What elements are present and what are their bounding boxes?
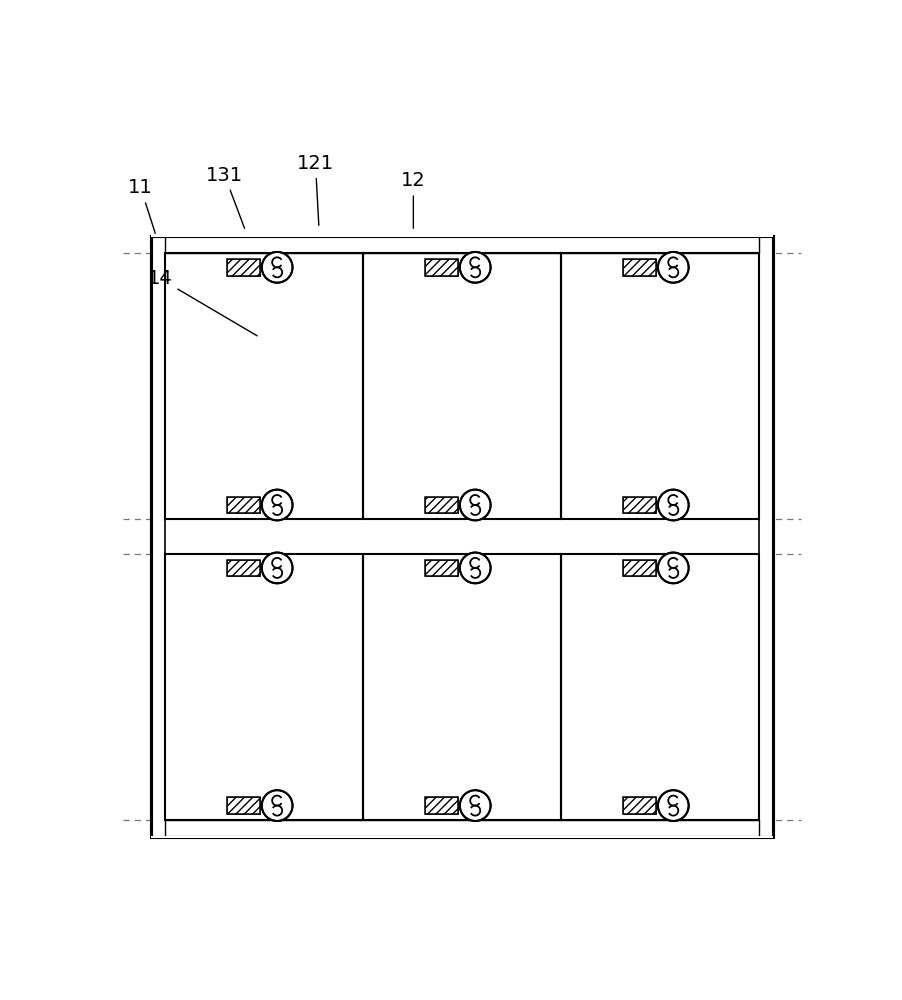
Circle shape [460,790,491,821]
Circle shape [262,252,292,283]
Text: 121: 121 [297,154,334,225]
Bar [425,497,458,513]
Bar [165,519,759,554]
Bar [226,259,261,276]
Bar [548,253,561,519]
Bar [425,560,458,576]
Bar [425,560,458,576]
Circle shape [262,790,292,821]
Circle shape [262,252,292,283]
Bar [165,820,759,837]
Bar [152,836,773,838]
Circle shape [658,553,688,583]
Bar [226,560,261,576]
Circle shape [262,553,292,583]
Bar [622,497,657,513]
Bar [561,253,759,519]
Bar [165,820,759,837]
Bar [226,797,261,814]
Bar [364,554,561,820]
Bar [165,236,759,253]
Bar [561,253,759,519]
Bar [152,234,773,237]
Bar [561,554,759,820]
Bar [622,560,657,576]
Bar [364,253,561,519]
Bar [165,554,364,820]
Bar [759,236,773,837]
Circle shape [262,553,292,583]
Bar [425,797,458,814]
Bar [622,259,657,276]
Bar [376,281,548,491]
Bar [747,253,759,519]
Circle shape [262,490,292,520]
Circle shape [658,252,688,283]
Bar [425,259,458,276]
Bar [622,797,657,814]
Bar [226,560,261,576]
Bar [165,253,364,519]
Bar [622,497,657,513]
Text: 11: 11 [128,178,155,233]
Bar [226,497,261,513]
Bar [165,519,759,554]
Bar [226,797,261,814]
Circle shape [460,553,491,583]
Bar [152,236,773,837]
Circle shape [460,252,491,283]
Bar [364,253,376,519]
Bar [574,281,747,491]
Bar [376,582,548,792]
Bar [165,554,364,820]
Bar [165,253,364,519]
Circle shape [658,252,688,283]
Circle shape [262,790,292,821]
Bar [364,554,561,820]
Bar [622,560,657,576]
Bar [548,554,561,820]
Circle shape [658,553,688,583]
Bar [226,497,261,513]
Text: 12: 12 [401,171,426,228]
Bar [425,797,458,814]
Bar [226,259,261,276]
Circle shape [262,490,292,520]
Circle shape [658,490,688,520]
Bar [622,797,657,814]
Bar [425,259,458,276]
Bar [165,554,178,820]
Bar [747,554,759,820]
Circle shape [658,790,688,821]
Bar [165,253,178,519]
Bar [152,236,165,837]
Bar [364,554,376,820]
Bar [351,554,364,820]
Bar [561,554,759,820]
Circle shape [658,790,688,821]
Bar [425,497,458,513]
Bar [165,236,759,253]
Text: 131: 131 [206,166,244,228]
Bar [561,554,574,820]
Circle shape [460,252,491,283]
Bar [178,582,351,792]
Bar [351,253,364,519]
Text: 14: 14 [148,269,257,336]
Circle shape [460,490,491,520]
Circle shape [658,490,688,520]
Bar [364,253,561,519]
Circle shape [460,490,491,520]
Circle shape [460,553,491,583]
Bar [574,582,747,792]
Bar [178,281,351,491]
Bar [561,253,574,519]
Bar [152,236,773,837]
Bar [622,259,657,276]
Circle shape [460,790,491,821]
